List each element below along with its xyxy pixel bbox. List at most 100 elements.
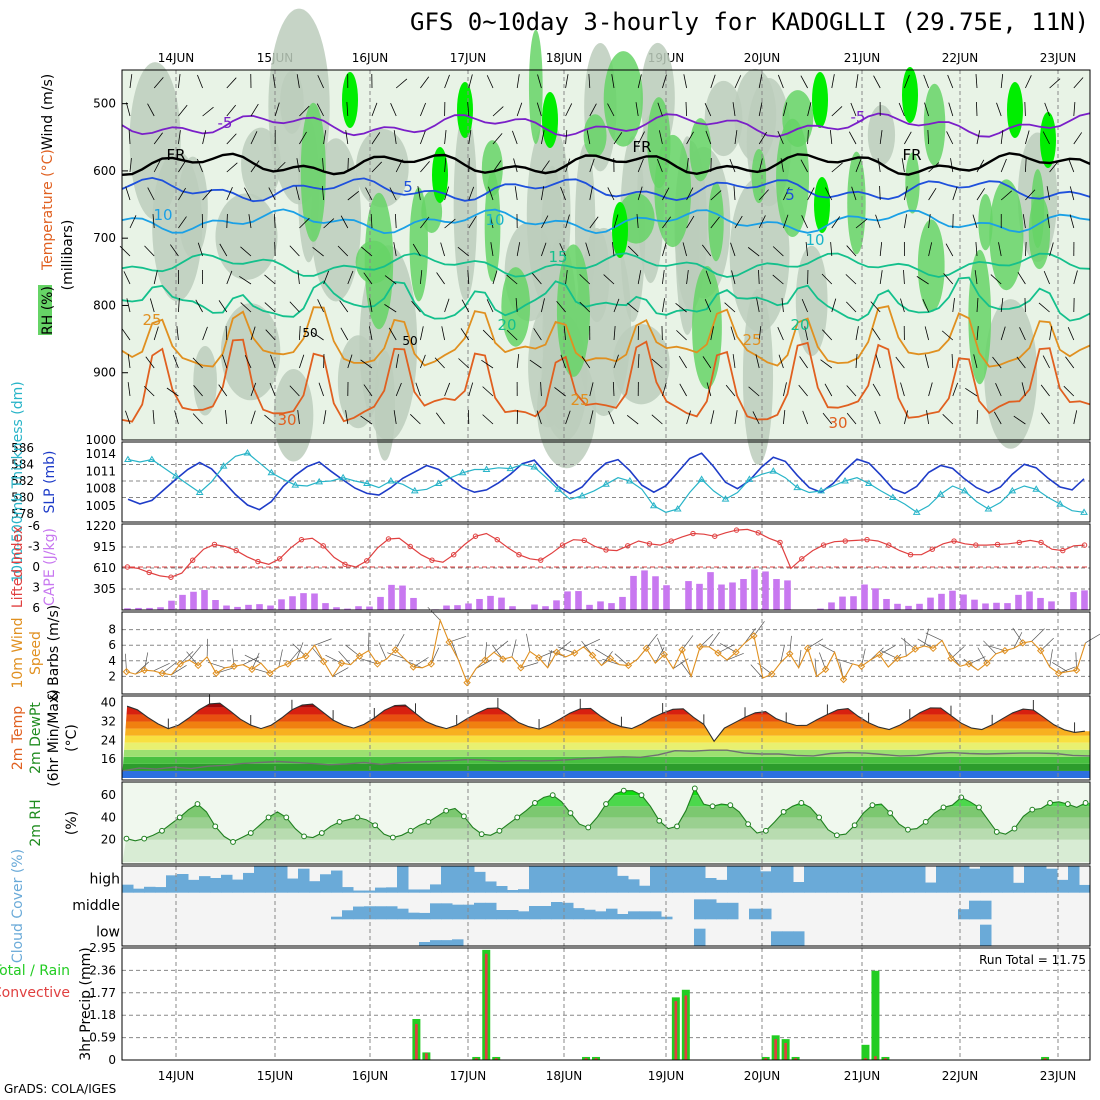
cloud-bar-middle xyxy=(518,911,530,920)
thickness-point xyxy=(1008,486,1017,494)
cape-ylabel: CAPE (J/kg) xyxy=(42,528,58,606)
thickness-point xyxy=(124,455,132,463)
upper-wind-barb xyxy=(270,354,276,369)
upper-wind-barb xyxy=(1013,415,1026,425)
cloud-bar-low xyxy=(694,928,706,946)
wind-barb xyxy=(395,634,405,651)
wind-speed-point xyxy=(409,663,418,671)
cape-bar xyxy=(278,599,285,610)
cape-bar xyxy=(861,584,868,610)
wind-barb xyxy=(449,635,467,643)
upper-wind-barb xyxy=(537,74,542,89)
upper-wind-barb xyxy=(612,242,615,257)
cape-bar xyxy=(454,605,461,610)
rh-point xyxy=(354,814,361,821)
thickness-point xyxy=(1056,500,1065,507)
lifted-index-point xyxy=(581,537,587,544)
lifted-index-point xyxy=(951,538,957,544)
cloud-bar-high xyxy=(1079,884,1091,893)
rh-blob-green-21 xyxy=(364,192,394,330)
upper-wind-barb xyxy=(830,242,833,257)
lifted-index-series xyxy=(127,528,1085,578)
cloud-bar-high xyxy=(881,866,893,893)
upper-wind-barb xyxy=(420,76,430,89)
cloud-bar-low xyxy=(441,940,453,946)
wind-speed-point xyxy=(965,660,973,668)
upper-wind-barb xyxy=(1021,382,1026,397)
precip-convective-bar xyxy=(425,1053,428,1060)
rh-point xyxy=(194,801,201,807)
wind-barb xyxy=(657,637,665,655)
wind-speed-point xyxy=(391,646,400,654)
upper-wind-barb xyxy=(272,74,276,89)
rh-point xyxy=(176,814,183,821)
date-label-top-7: 21JUN xyxy=(844,51,881,65)
cape-bar xyxy=(575,591,582,610)
rh-blob-green-18 xyxy=(847,151,866,255)
upper-wind-barb xyxy=(143,385,155,397)
cloud-bar-high xyxy=(331,870,343,893)
thickness-point xyxy=(721,495,730,502)
temperature-contour-10 xyxy=(121,208,1091,235)
wind-speed-point xyxy=(1036,646,1045,655)
upper-wind-barb xyxy=(222,354,228,369)
rh-blob-grey-25 xyxy=(220,303,281,401)
upper-wind-barb xyxy=(904,186,908,201)
upper-wind-barb xyxy=(758,102,763,117)
date-label-top-2: 16JUN xyxy=(352,51,389,65)
cape-bar xyxy=(553,600,560,610)
upper-wind-barb xyxy=(635,102,639,117)
lifted-index-point xyxy=(625,543,631,549)
temp-tick-32: 32 xyxy=(101,715,116,729)
thickness-point xyxy=(697,475,706,482)
upper-wind-barb xyxy=(850,102,857,117)
upper-wind-barb xyxy=(529,359,542,369)
wind-barb xyxy=(917,638,934,649)
upper-wind-barb xyxy=(607,103,615,117)
upper-wind-barb xyxy=(676,330,687,341)
wind-ylabel-3: & Barbs (m/s) xyxy=(46,605,62,702)
upper-wind-barb xyxy=(877,158,881,173)
cape-bar xyxy=(245,604,252,610)
lifted-index-point xyxy=(233,547,239,554)
lifted-index-point xyxy=(1016,539,1023,546)
wind-speed-point xyxy=(463,678,471,687)
upper-wind-barb xyxy=(420,102,426,117)
upper-wind-barb xyxy=(1065,356,1075,369)
upper-wind-barb xyxy=(873,75,881,89)
cloud-bar-high xyxy=(342,887,354,893)
upper-wind-barb xyxy=(626,415,639,425)
cloud-bar-high xyxy=(474,871,486,893)
upper-wind-barb xyxy=(321,186,324,201)
upper-wind-barb xyxy=(556,301,566,313)
temp-band-10 xyxy=(122,703,1090,708)
lifted-index-point xyxy=(646,541,653,547)
upper-wind-barb xyxy=(846,412,857,425)
rh-point xyxy=(638,792,645,799)
upper-wind-barb xyxy=(976,409,979,425)
rh-band-0 xyxy=(122,839,1090,862)
upper-wind-barb xyxy=(250,103,259,117)
rh-point xyxy=(976,804,982,811)
cloud-bar-high xyxy=(122,884,134,893)
rh-point xyxy=(603,801,609,807)
wind-barb xyxy=(153,662,170,672)
cloud-bar-high xyxy=(771,866,783,893)
upper-wind-barb xyxy=(705,130,712,145)
upper-wind-barb xyxy=(541,186,545,201)
upper-wind-barb xyxy=(927,129,929,145)
rh-blob-bright-3 xyxy=(542,92,558,148)
upper-wind-barb xyxy=(240,302,252,313)
upper-wind-barb xyxy=(145,356,155,369)
cloud-bar-high xyxy=(672,866,684,893)
upper-wind-barb xyxy=(589,382,594,397)
rh-point xyxy=(1029,806,1036,813)
upper-wind-barb xyxy=(724,302,736,313)
cape-bar xyxy=(751,569,758,610)
upper-wind-barb xyxy=(662,382,667,397)
thickness-point xyxy=(506,464,515,472)
chart-title: GFS 0~10day 3-hourly for KADOGLLI (29.75… xyxy=(410,8,1090,36)
precip-convective-bar xyxy=(884,1058,887,1060)
wind-speed-point xyxy=(158,669,167,677)
upper-wind-barb xyxy=(197,74,203,89)
